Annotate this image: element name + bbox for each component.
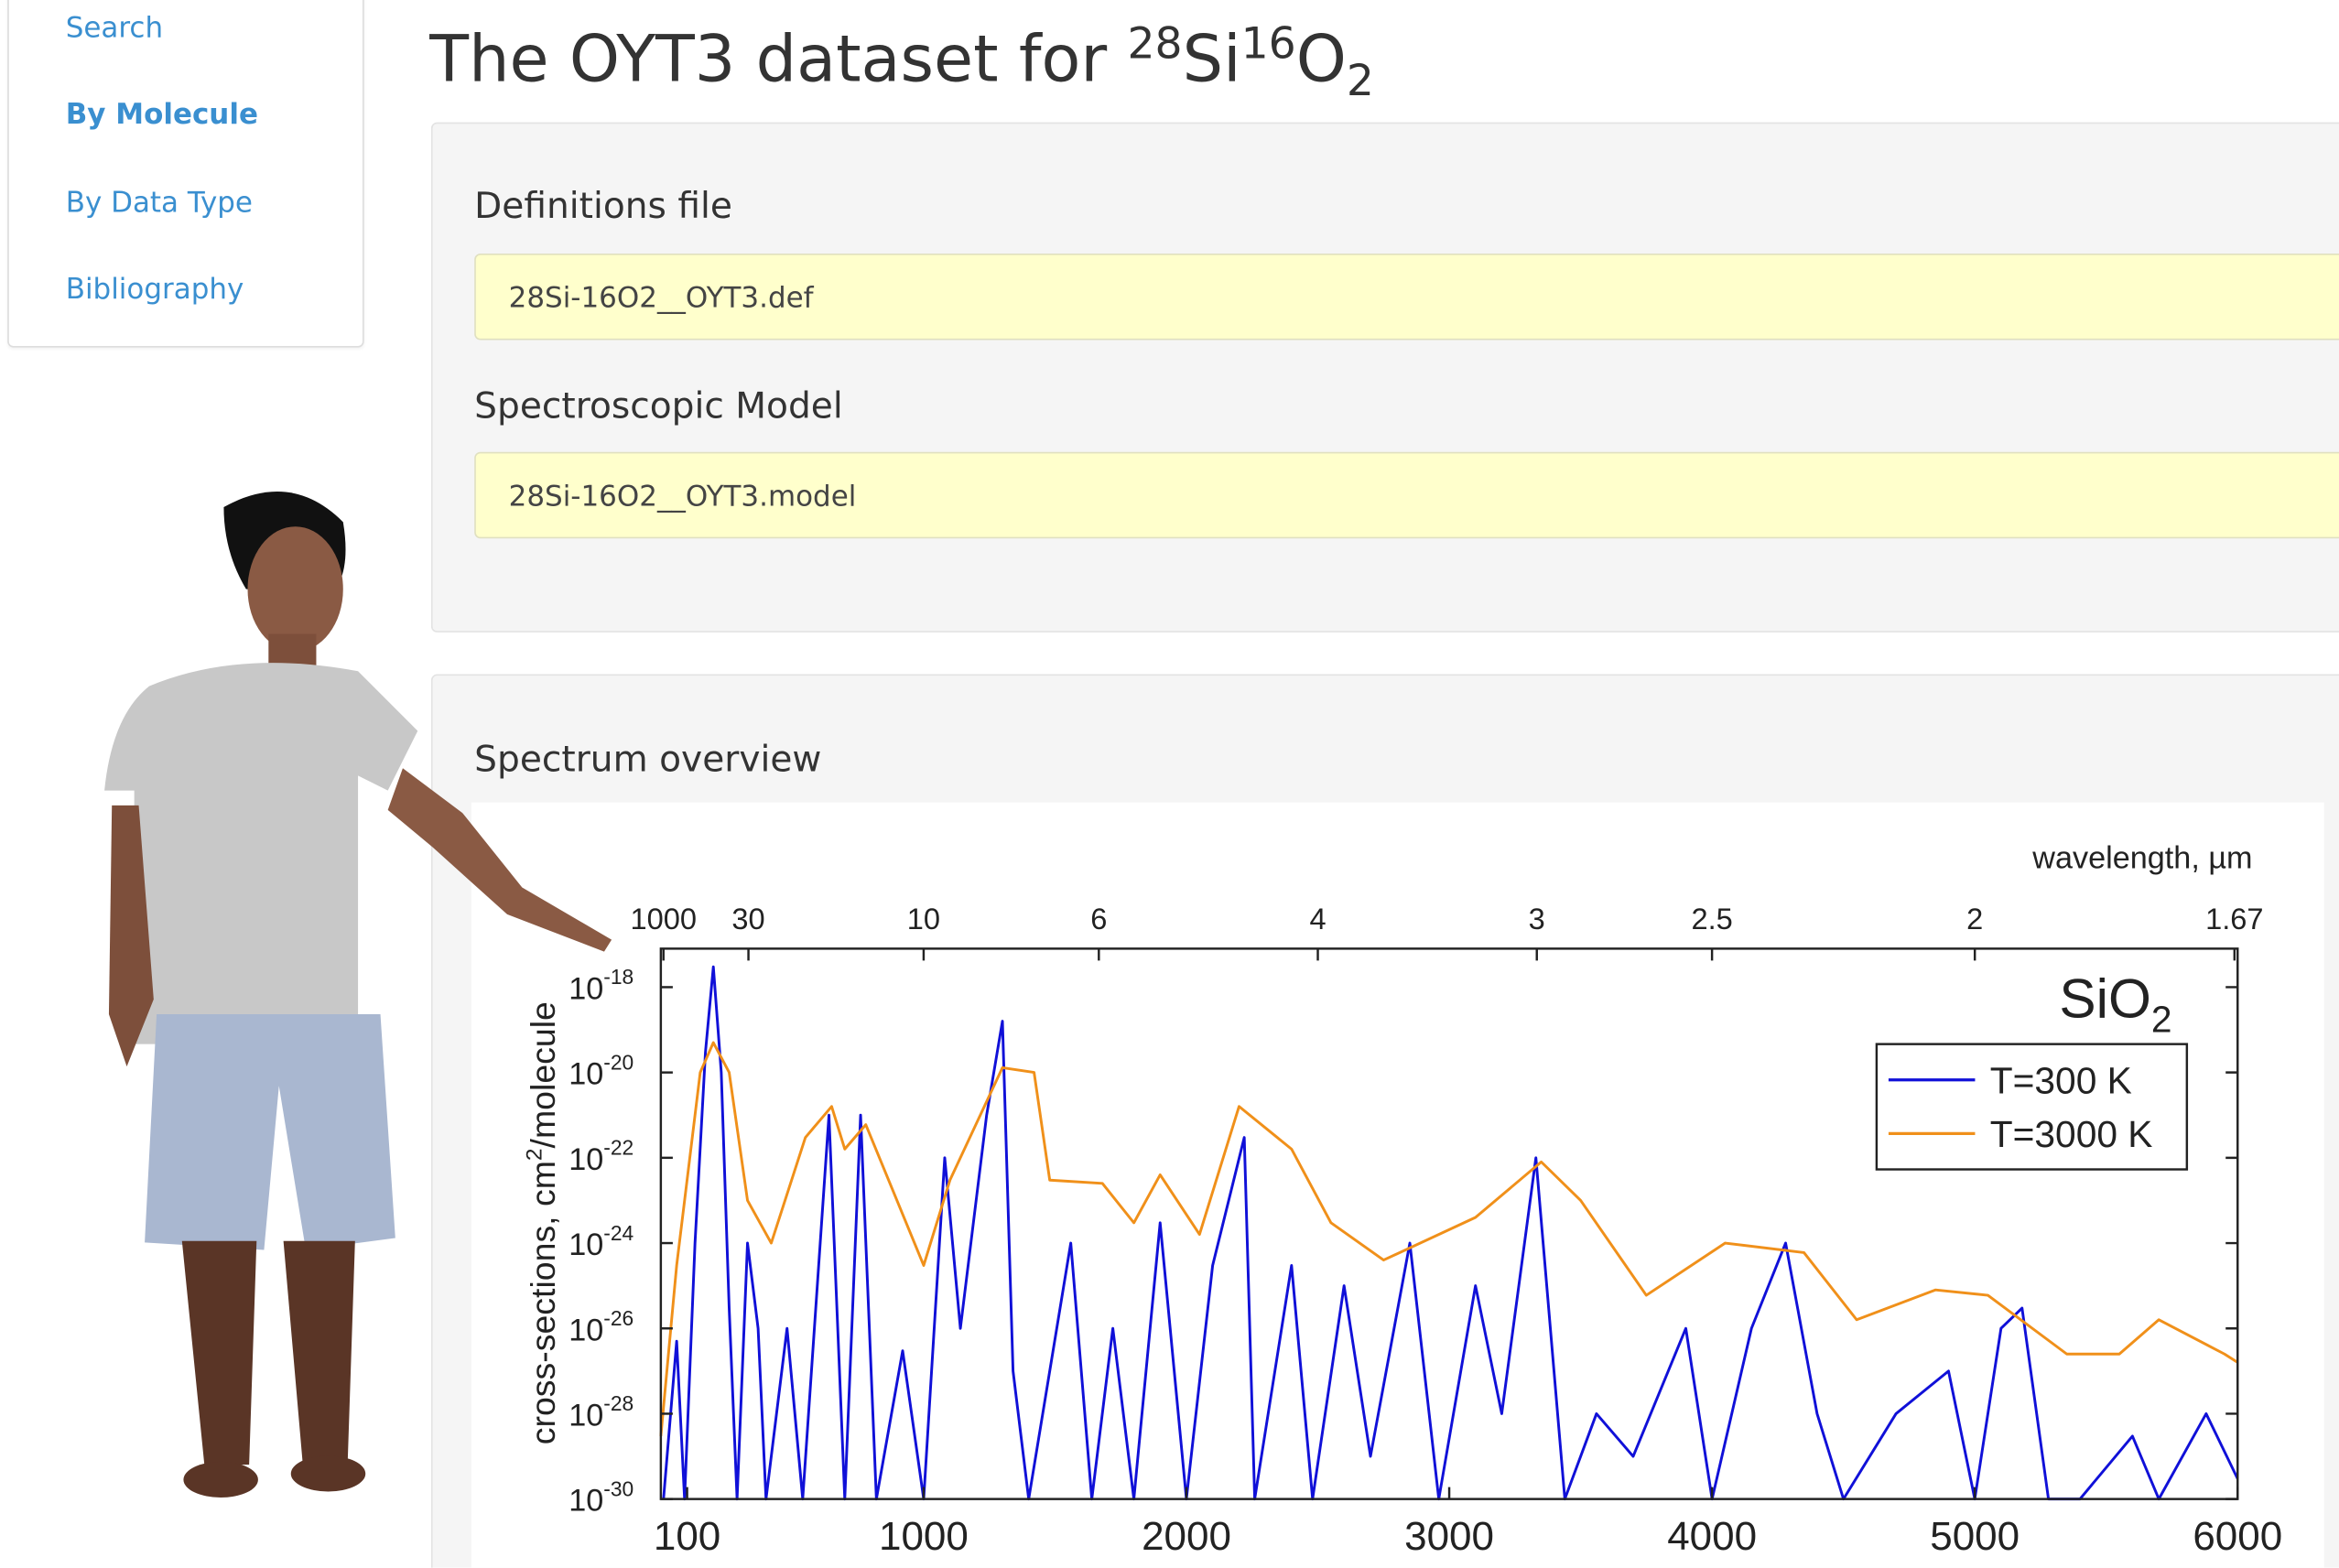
section-label: Spectrum overview bbox=[474, 738, 822, 781]
y-tick-label: 10-22 bbox=[569, 1136, 633, 1177]
title-text: Si bbox=[1182, 22, 1241, 98]
y-tick-label: 10-18 bbox=[569, 965, 633, 1006]
series-line bbox=[659, 1041, 2239, 1437]
sidebar bbox=[7, 0, 364, 348]
spectrum-chart: wavelength, µm cross-sections, cm2/molec… bbox=[471, 802, 2324, 1568]
y-tick-label: 10-30 bbox=[569, 1476, 633, 1518]
annotation-text: SiO bbox=[2059, 967, 2151, 1029]
x-tick-label: 100 bbox=[654, 1514, 720, 1559]
plot-frame bbox=[659, 947, 2239, 1500]
y-tick-exp: -22 bbox=[603, 1136, 633, 1160]
nav-link[interactable]: Bibliography bbox=[65, 273, 244, 307]
legend-box bbox=[1875, 1043, 2189, 1171]
y-label-text: cross-sections, cm bbox=[524, 1161, 562, 1444]
y-tick-base: 10 bbox=[569, 1313, 603, 1347]
x-tick-label: 3000 bbox=[1404, 1514, 1494, 1559]
y-tick-exp: -30 bbox=[603, 1476, 633, 1500]
legend-label: T=3000 K bbox=[1990, 1113, 2153, 1155]
title-text: The OYT3 dataset for bbox=[429, 22, 1128, 98]
page-title: The OYT3 dataset for 28Si16O2 bbox=[429, 18, 1374, 106]
nav-link[interactable]: By Data Type bbox=[65, 186, 253, 220]
title-text: O bbox=[1295, 22, 1347, 98]
x2-tick-label: 2.5 bbox=[1691, 902, 1732, 935]
x2-tick-label: 1000 bbox=[630, 902, 696, 935]
x2-axis-label: wavelength, µm bbox=[2031, 840, 2252, 875]
x-tick-label: 5000 bbox=[1930, 1514, 2020, 1559]
x2-tick-label: 4 bbox=[1309, 902, 1326, 935]
chart-annotation: SiO2 bbox=[2059, 967, 2171, 1040]
file-link[interactable]: 28Si-16O2__OYT3.model bbox=[474, 451, 2339, 539]
annotation-sub: 2 bbox=[2151, 999, 2172, 1041]
y-tick-exp: -24 bbox=[603, 1221, 633, 1245]
section-label: Spectroscopic Model bbox=[474, 384, 843, 427]
y-tick-base: 10 bbox=[569, 1142, 603, 1177]
y-tick-label: 10-28 bbox=[569, 1391, 633, 1433]
person-photo bbox=[104, 492, 612, 1498]
file-link[interactable]: 28Si-16O2__OYT3.def bbox=[474, 254, 2339, 341]
x2-tick-label: 10 bbox=[907, 902, 940, 935]
x2-tick-label: 6 bbox=[1090, 902, 1107, 935]
y-tick-base: 10 bbox=[569, 971, 603, 1006]
title-sup: 28 bbox=[1127, 17, 1183, 69]
section-label: Definitions file bbox=[474, 185, 732, 227]
nav-link[interactable]: Search bbox=[65, 12, 164, 45]
x-tick-label: 1000 bbox=[879, 1514, 969, 1559]
title-sup: 16 bbox=[1240, 17, 1296, 69]
y-tick-label: 10-20 bbox=[569, 1050, 633, 1091]
y-tick-label: 10-24 bbox=[569, 1221, 633, 1262]
y-tick-exp: -18 bbox=[603, 965, 633, 989]
y-label-text: /molecule bbox=[524, 1001, 562, 1148]
y-tick-exp: -26 bbox=[603, 1306, 633, 1330]
y-tick-exp: -20 bbox=[603, 1050, 633, 1074]
y-tick-base: 10 bbox=[569, 1057, 603, 1092]
x-tick-label: 2000 bbox=[1142, 1514, 1231, 1559]
y-tick-base: 10 bbox=[569, 1227, 603, 1262]
y-axis-label: cross-sections, cm2/molecule bbox=[523, 1001, 563, 1444]
x-tick-label: 4000 bbox=[1667, 1514, 1757, 1559]
series-line bbox=[662, 965, 2239, 1501]
legend-label: T=300 K bbox=[1990, 1059, 2132, 1101]
x2-tick-label: 2 bbox=[1966, 902, 1983, 935]
files-panel bbox=[430, 122, 2339, 633]
x2-tick-label: 30 bbox=[731, 902, 764, 935]
y-tick-base: 10 bbox=[569, 1398, 603, 1433]
nav-link-active[interactable]: By Molecule bbox=[65, 98, 258, 132]
y-tick-exp: -28 bbox=[603, 1391, 633, 1415]
title-sub: 2 bbox=[1346, 55, 1374, 106]
y-tick-base: 10 bbox=[569, 1484, 603, 1519]
y-tick-label: 10-26 bbox=[569, 1306, 633, 1347]
x2-tick-label: 3 bbox=[1529, 902, 1545, 935]
y-label-sup: 2 bbox=[523, 1148, 547, 1161]
x2-tick-label: 1.67 bbox=[2205, 902, 2263, 935]
x-tick-label: 6000 bbox=[2193, 1514, 2282, 1559]
